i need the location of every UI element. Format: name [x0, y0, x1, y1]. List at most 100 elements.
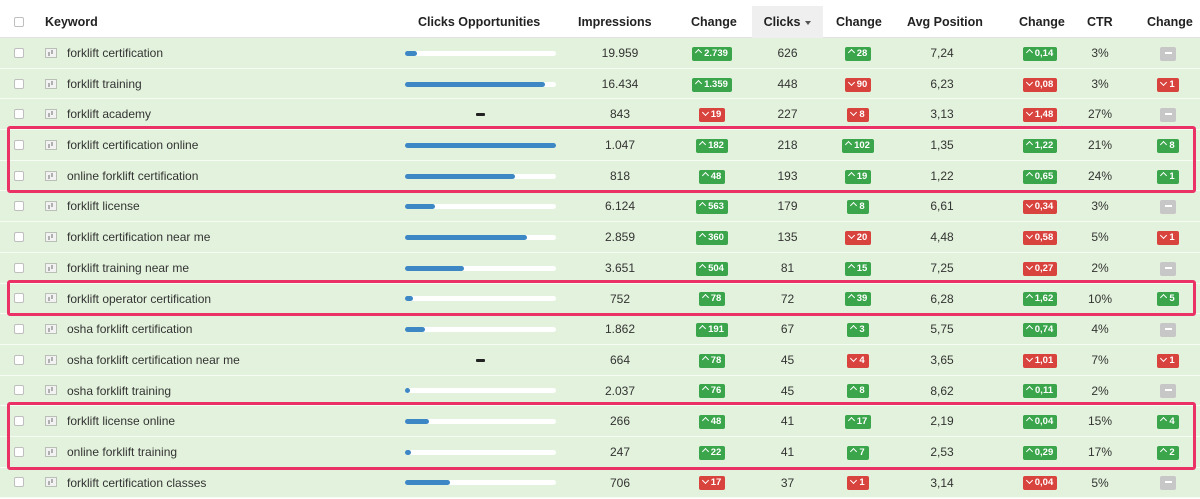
chart-icon[interactable] — [45, 293, 57, 304]
row-checkbox[interactable] — [14, 477, 24, 488]
table-row[interactable]: osha forklift certification near me 664 78… — [0, 344, 1200, 376]
header-avg-position[interactable]: Avg Position — [907, 15, 983, 29]
row-checkbox[interactable] — [14, 262, 24, 273]
arrow-down-icon — [1025, 78, 1033, 86]
keyword-text[interactable]: forklift license online — [67, 414, 176, 429]
row-checkbox[interactable] — [14, 109, 24, 120]
table-row[interactable]: forklift license 6.124 563 179 8 6,61 0,34 3% — [0, 191, 1200, 223]
change-badge-up: 8 — [1157, 138, 1179, 153]
keyword-text[interactable]: osha forklift certification — [67, 322, 193, 337]
row-checkbox[interactable] — [14, 47, 24, 58]
table-row[interactable]: osha forklift training 2.037 76 45 8 8,62 0,11… — [0, 375, 1200, 407]
impressions-change: 78 — [689, 345, 735, 376]
change-badge-down: 1 — [847, 476, 869, 491]
position-change: 1,22 — [1016, 130, 1064, 161]
header-clicks-change[interactable]: Change — [836, 15, 882, 29]
row-checkbox[interactable] — [14, 324, 24, 335]
header-impressions[interactable]: Impressions — [578, 15, 652, 29]
table-row[interactable]: osha forklift certification 1.862 191 67 3 5,… — [0, 314, 1200, 345]
change-value: 1,62 — [1034, 293, 1054, 305]
change-badge-up: 0,74 — [1022, 323, 1058, 338]
chart-icon[interactable] — [45, 385, 57, 396]
row-checkbox[interactable] — [14, 231, 24, 242]
ctr-value: 5% — [1091, 475, 1109, 490]
chart-icon[interactable] — [45, 78, 57, 89]
header-impressions-change[interactable]: Change — [691, 15, 737, 29]
arrow-down-icon — [701, 109, 709, 117]
table-row[interactable]: forklift certification near me 2.859 360 13… — [0, 222, 1200, 253]
chart-icon[interactable] — [45, 139, 57, 150]
arrow-up-icon — [1025, 386, 1034, 394]
change-badge-up: 39 — [844, 292, 872, 307]
keyword-text[interactable]: forklift academy — [67, 107, 152, 122]
chart-icon[interactable] — [45, 416, 57, 427]
row-checkbox[interactable] — [14, 139, 24, 150]
row-checkbox[interactable] — [14, 385, 24, 396]
keyword-text[interactable]: forklift license — [67, 199, 140, 214]
keyword-text[interactable]: forklift certification near me — [67, 230, 211, 245]
table-row[interactable]: forklift operator certification 752 78 72 39… — [0, 283, 1200, 315]
row-checkbox[interactable] — [14, 170, 24, 181]
row-checkbox[interactable] — [14, 416, 24, 427]
chart-icon[interactable] — [45, 170, 57, 181]
arrow-up-icon — [1025, 171, 1033, 179]
row-checkbox[interactable] — [14, 78, 24, 89]
arrow-up-icon — [695, 48, 703, 56]
arrow-up-icon — [847, 48, 855, 56]
keyword-text[interactable]: forklift certification — [67, 46, 164, 60]
clicks-change: 19 — [833, 161, 883, 192]
table-row[interactable]: forklift academy 843 19 227 8 3,13 1,48 27% — [0, 99, 1200, 131]
table-row[interactable]: forklift license online 266 48 41 17 2,19 0,04… — [0, 406, 1200, 437]
change-badge-down: 19 — [698, 108, 726, 123]
table-row[interactable]: forklift training near me 3.651 504 81 15 7,2… — [0, 252, 1200, 284]
table-row[interactable]: online forklift training 247 22 41 7 2,53 0,29… — [0, 436, 1200, 468]
keyword-text[interactable]: forklift certification classes — [67, 475, 207, 490]
table-row[interactable]: forklift training 16.434 1.359 448 90 6,23 0,0… — [0, 68, 1200, 100]
keyword-text[interactable]: forklift certification online — [67, 138, 199, 153]
change-value: 1 — [1169, 231, 1175, 243]
table-row[interactable]: forklift certification online 1.047 182 218… — [0, 130, 1200, 161]
keyword-text[interactable]: osha forklift certification near me — [67, 352, 240, 367]
keyword-text[interactable]: forklift training near me — [67, 260, 190, 275]
keyword-text[interactable]: forklift training — [67, 76, 142, 91]
arrow-up-icon — [847, 171, 855, 179]
header-keyword[interactable]: Keyword — [45, 15, 98, 29]
change-value: 7 — [859, 446, 865, 458]
row-checkbox[interactable] — [14, 201, 24, 212]
chart-icon[interactable] — [45, 477, 57, 488]
header-ctr[interactable]: CTR — [1087, 15, 1113, 29]
chart-icon[interactable] — [45, 354, 57, 365]
impressions-change: 191 — [689, 314, 735, 345]
change-value: 22 — [710, 446, 722, 458]
impressions-value: 706 — [609, 475, 631, 490]
keyword-text[interactable]: online forklift certification — [67, 168, 199, 183]
chart-icon[interactable] — [45, 109, 57, 120]
chart-icon[interactable] — [45, 262, 57, 273]
header-position-change[interactable]: Change — [1019, 15, 1065, 29]
chart-icon[interactable] — [45, 446, 57, 457]
keyword-text[interactable]: forklift operator certification — [67, 291, 212, 306]
clicks-value: 37 — [780, 475, 795, 490]
table-row[interactable]: online forklift certification 818 48 193 19 1… — [0, 160, 1200, 192]
clicks-change: 15 — [833, 253, 883, 284]
table-row[interactable]: forklift certification classes 706 17 37 1 3,… — [0, 467, 1200, 499]
table-row[interactable]: forklift certification 19.959 2.739 626 28 7,… — [0, 38, 1200, 69]
chart-icon[interactable] — [45, 324, 57, 335]
header-ctr-change[interactable]: Change — [1147, 15, 1193, 29]
keyword-text[interactable]: osha forklift training — [67, 383, 172, 398]
opportunity-bar — [405, 142, 556, 148]
header-clicks-sorted[interactable]: Clicks — [752, 6, 823, 38]
row-checkbox[interactable] — [14, 293, 24, 304]
avg-position-value: 6,61 — [930, 199, 954, 214]
arrow-up-icon — [847, 417, 855, 425]
chart-icon[interactable] — [45, 201, 57, 212]
row-checkbox[interactable] — [14, 446, 24, 457]
header-clicks-opportunities[interactable]: Clicks Opportunities — [418, 15, 541, 29]
keyword-text[interactable]: online forklift training — [67, 444, 178, 459]
select-all-checkbox[interactable] — [14, 16, 24, 27]
chart-icon[interactable] — [45, 47, 57, 58]
arrow-up-icon — [1025, 417, 1033, 425]
ctr-value: 10% — [1087, 291, 1113, 306]
row-checkbox[interactable] — [14, 354, 24, 365]
chart-icon[interactable] — [45, 231, 57, 242]
